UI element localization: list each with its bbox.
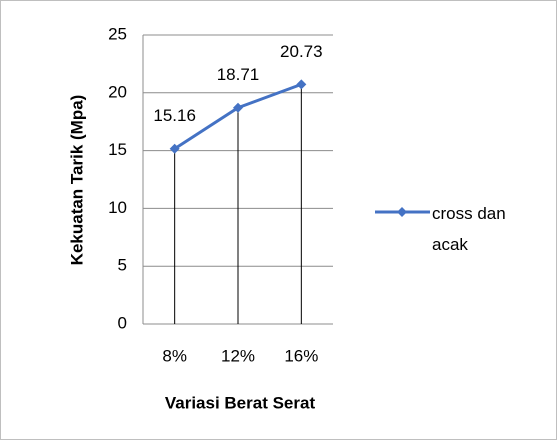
x-tick-label: 16%: [284, 346, 318, 365]
y-tick-label: 10: [108, 198, 127, 217]
marker: [169, 143, 180, 154]
y-axis-title: Kekuatan Tarik (Mpa): [67, 95, 86, 266]
y-tick-label: 0: [118, 313, 127, 332]
y-tick-label: 20: [108, 82, 127, 101]
data-label: 15.16: [153, 106, 196, 125]
data-label: 20.73: [280, 42, 323, 61]
data-label: 18.71: [217, 65, 260, 84]
marker: [233, 102, 243, 113]
y-tick-label: 25: [108, 24, 127, 43]
x-axis-title: Variasi Berat Serat: [165, 393, 316, 412]
marker: [296, 79, 307, 90]
legend-label: cross dan acak: [432, 204, 506, 254]
x-tick-label: 8%: [162, 346, 187, 365]
y-tick-label: 5: [118, 256, 127, 275]
y-tick-label: 15: [108, 140, 127, 159]
x-tick-label: 12%: [221, 346, 255, 365]
legend-marker: [397, 207, 407, 217]
